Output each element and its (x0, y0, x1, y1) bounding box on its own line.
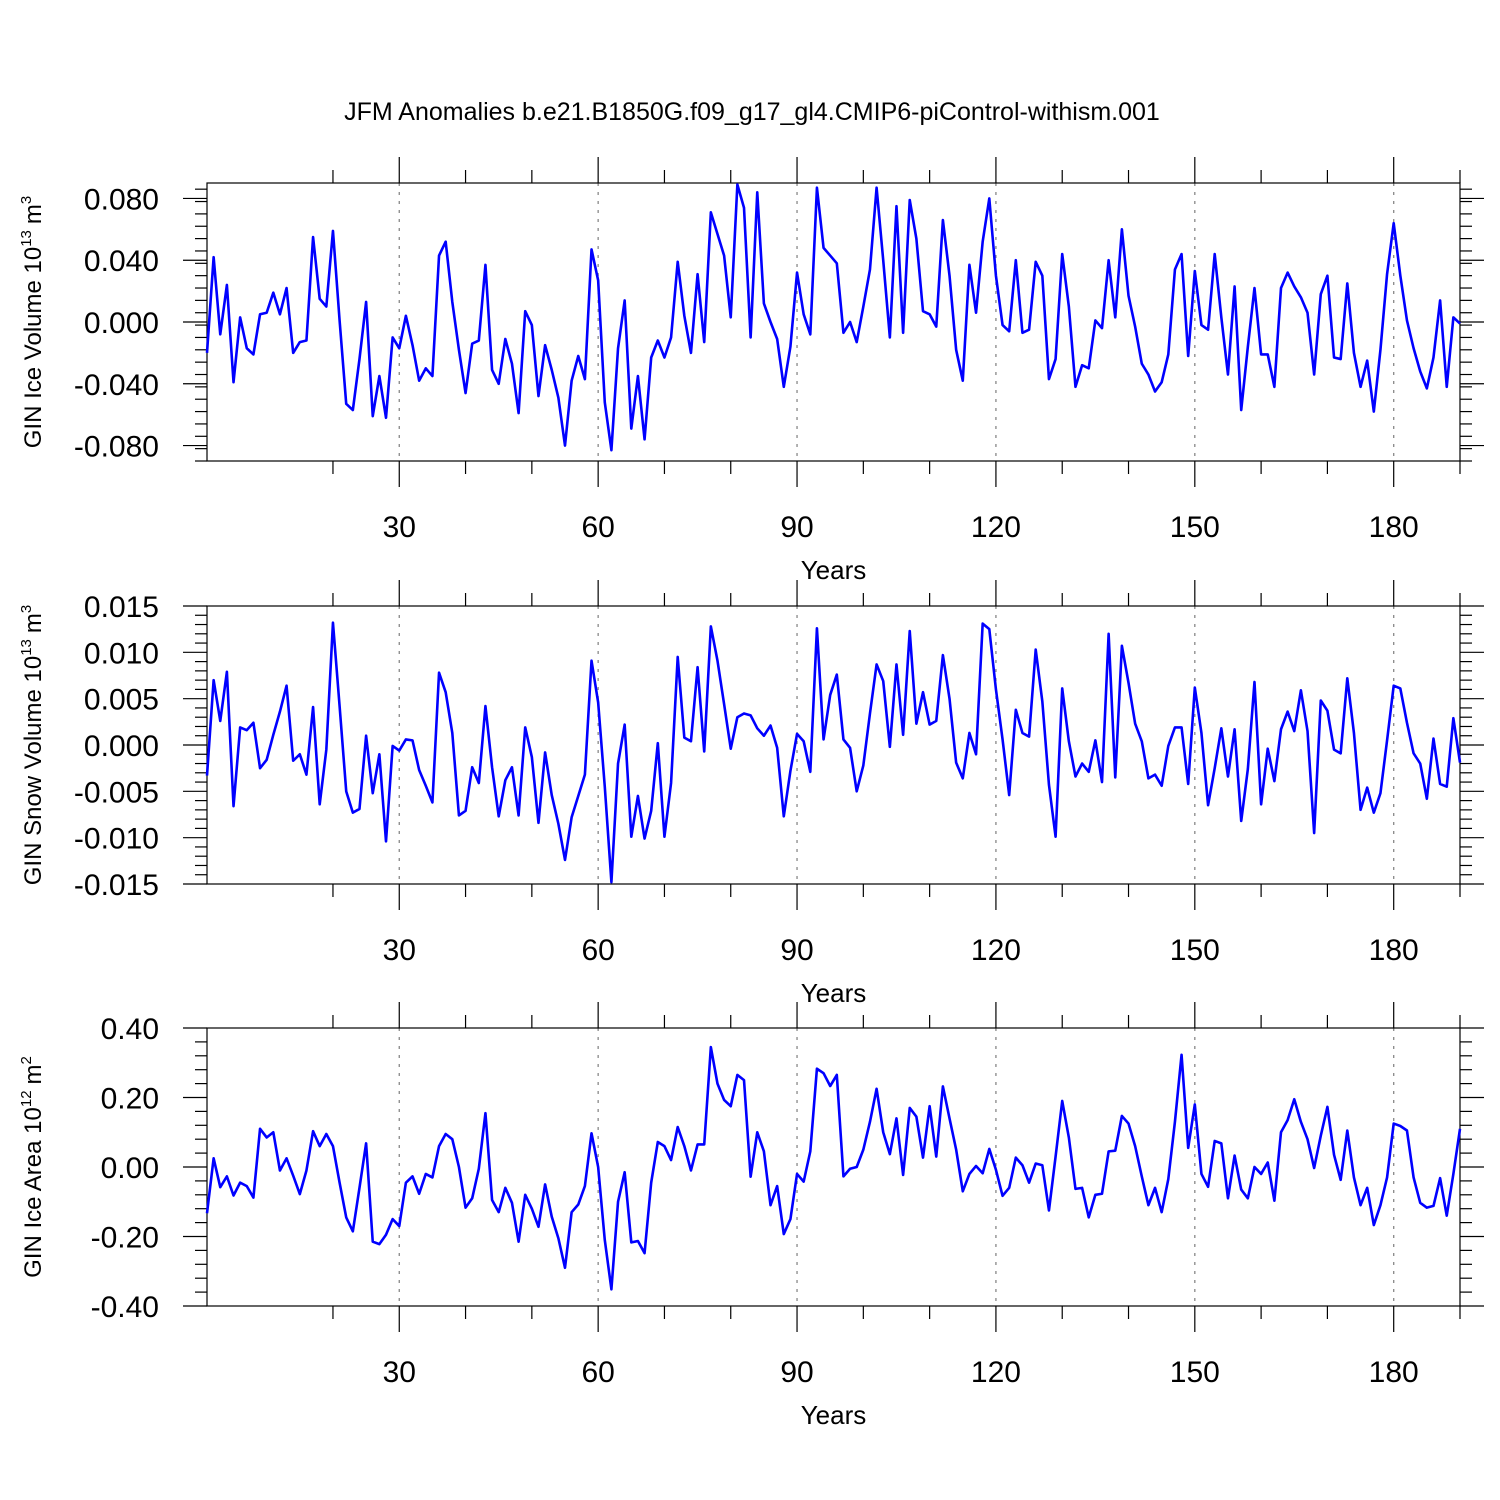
series-line (205, 1045, 1462, 1291)
y-label-text: GIN Snow Volume 10 (20, 656, 47, 885)
x-axis-label: Years (801, 978, 867, 1008)
y-tick-label: -0.20 (91, 1222, 159, 1255)
y-tick-label: -0.040 (74, 369, 159, 402)
y-label-exponent: 13 (18, 230, 35, 247)
y-tick-label: -0.080 (74, 431, 159, 464)
y-label-unit-exponent: 3 (18, 196, 35, 204)
x-tick-label: 150 (1170, 934, 1220, 967)
x-axis-label: Years (801, 1400, 867, 1430)
x-tick-label: 90 (780, 1356, 813, 1389)
x-tick-label: 180 (1369, 511, 1419, 544)
x-tick-label: 120 (971, 1356, 1021, 1389)
y-label-unit: m (20, 1064, 47, 1084)
y-tick-label: -0.010 (74, 823, 159, 856)
y-tick-label: -0.40 (91, 1291, 159, 1324)
y-label-exponent: 13 (18, 639, 35, 656)
y-tick-label: 0.040 (84, 245, 159, 278)
x-tick-label: 30 (383, 1356, 416, 1389)
y-tick-label: 0.005 (84, 684, 159, 717)
series-line (205, 183, 1461, 452)
y-label-text: GIN Ice Area 10 (20, 1107, 47, 1278)
y-tick-label: 0.015 (84, 591, 159, 624)
plot-frame (206, 1027, 1461, 1307)
y-axis-label: GIN Ice Area 1012 m2 (18, 1056, 47, 1278)
y-tick-label: 0.010 (84, 637, 159, 670)
x-tick-label: 180 (1369, 1356, 1419, 1389)
series-line (205, 621, 1462, 884)
y-tick-label: 0.40 (101, 1013, 159, 1046)
plot-frame (206, 605, 1461, 885)
x-tick-label: 60 (581, 934, 614, 967)
y-tick-label: 0.000 (84, 307, 159, 340)
x-tick-label: 60 (581, 511, 614, 544)
y-tick-label: 0.00 (101, 1152, 159, 1185)
y-tick-label: 0.080 (84, 183, 159, 216)
y-axis-label: GIN Ice Volume 1013 m3 (18, 196, 47, 448)
x-tick-label: 90 (780, 934, 813, 967)
x-tick-label: 90 (780, 511, 813, 544)
x-tick-label: 30 (383, 511, 416, 544)
plot-frame (206, 182, 1461, 462)
panel-1: 30 60 90 120 150 180 -0.080 -0.040 0.000 0.040 0.0… (18, 157, 1484, 585)
series-points (206, 1047, 1461, 1290)
x-tick-label: 150 (1170, 1356, 1220, 1389)
y-label-unit: m (20, 204, 47, 224)
panel-2: 30 60 90 120 150 180 -0.015 -0.010 -0.005 0.000 0.… (18, 580, 1484, 1008)
figure-title: JFM Anomalies b.e21.B1850G.f09_g17_gl4.C… (344, 98, 1160, 126)
y-tick-label: -0.005 (74, 776, 159, 809)
x-tick-label: 60 (581, 1356, 614, 1389)
y-tick-label: 0.20 (101, 1083, 159, 1116)
y-label-unit-exponent: 2 (18, 1056, 35, 1064)
x-tick-label: 180 (1369, 934, 1419, 967)
y-tick-label: 0.000 (84, 730, 159, 763)
x-tick-label: 30 (383, 934, 416, 967)
y-label-unit: m (20, 613, 47, 633)
x-tick-label: 120 (971, 934, 1021, 967)
y-axis-label: GIN Snow Volume 1013 m3 (18, 605, 47, 885)
y-label-unit-exponent: 3 (18, 605, 35, 613)
y-tick-label: -0.015 (74, 869, 159, 902)
y-label-exponent: 12 (18, 1090, 35, 1107)
series-points (206, 184, 1461, 451)
series-points (206, 622, 1461, 883)
y-label-text: GIN Ice Volume 10 (20, 247, 47, 448)
x-tick-label: 150 (1170, 511, 1220, 544)
panel-3: 30 60 90 120 150 180 -0.40 -0.20 0.00 0.20 0.40 Yea… (18, 1002, 1484, 1430)
x-axis-label: Years (801, 555, 867, 585)
x-tick-label: 120 (971, 511, 1021, 544)
